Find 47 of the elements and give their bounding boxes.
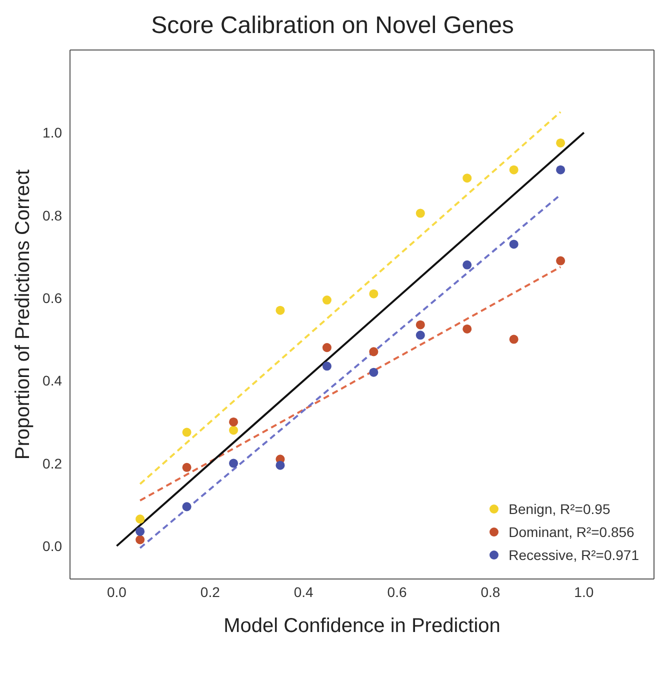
point: [556, 256, 566, 266]
x-tick-label: 0.0: [106, 584, 127, 600]
point: [556, 165, 566, 174]
y-tick-label: 0.6: [42, 290, 62, 306]
point: [276, 460, 285, 470]
y-tick-label: 0.8: [42, 207, 62, 224]
legend-label: Recessive, R²=0.971: [508, 546, 639, 562]
point: [229, 426, 238, 435]
point: [369, 347, 378, 356]
point: [136, 514, 145, 524]
point: [509, 334, 518, 344]
point: [229, 458, 238, 468]
point: [369, 368, 378, 377]
point: [136, 526, 145, 536]
point: [229, 417, 238, 426]
point: [509, 165, 518, 174]
point: [182, 462, 192, 472]
point: [182, 428, 192, 437]
x-tick-label: 1.0: [574, 584, 594, 600]
point: [322, 343, 332, 352]
chart-title: Score Calibration on Novel Genes: [150, 11, 515, 41]
y-tick-label: 0.4: [42, 372, 62, 389]
legend-label: Dominant, R²=0.856: [508, 524, 634, 540]
point: [369, 289, 378, 298]
y-tick-label: 1.0: [42, 124, 62, 141]
point: [136, 535, 145, 544]
x-tick-label: 0.6: [387, 584, 407, 600]
point: [182, 502, 192, 512]
x-tick-label: 0.8: [480, 584, 500, 600]
point: [416, 330, 425, 340]
point: [509, 240, 518, 249]
y-tick-label: 0.2: [42, 455, 62, 472]
point: [322, 296, 332, 305]
x-axis-title: Model Confidence in Prediction: [224, 615, 500, 637]
point: [416, 320, 425, 330]
point: [462, 324, 472, 334]
point: [462, 260, 472, 270]
legend-label: Benign, R²=0.95: [508, 500, 610, 516]
point: [462, 174, 472, 183]
point: [322, 362, 332, 371]
y-tick-label: 0.0: [42, 538, 62, 554]
point: [276, 306, 285, 315]
x-tick-label: 0.4: [294, 584, 314, 600]
x-tick-label: 0.2: [200, 584, 220, 600]
y-axis-title: Proportion of Predictions Correct: [12, 169, 34, 460]
point: [416, 208, 425, 218]
point: [556, 138, 566, 148]
